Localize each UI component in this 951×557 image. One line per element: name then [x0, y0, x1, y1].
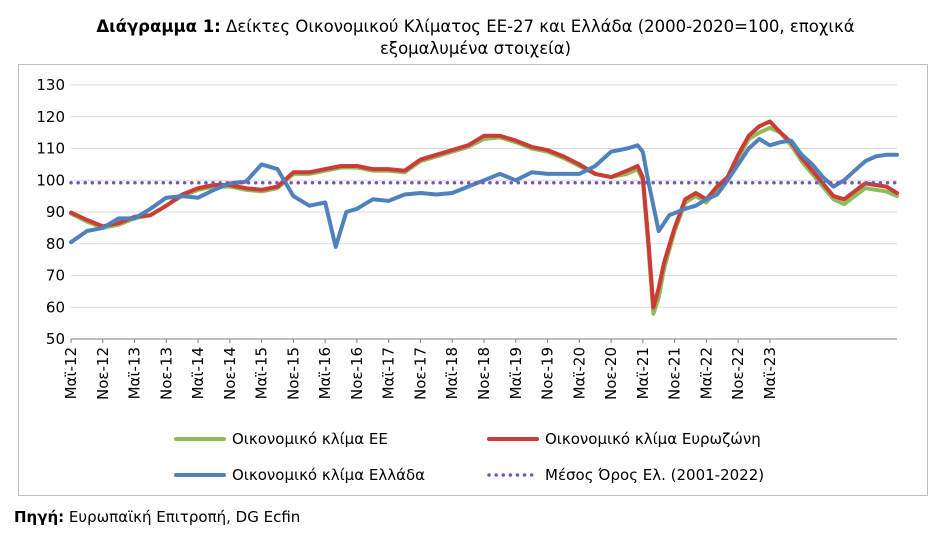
y-tick-label: 70: [46, 267, 65, 285]
legend-item-2: Οικονομικό κλίμα Ευρωζώνη: [487, 430, 761, 448]
x-tick-label: Νοε-22: [729, 347, 747, 400]
chart-title: Διάγραμμα 1: Δείκτες Οικονομικού Κλίματο…: [0, 16, 951, 60]
x-tick-label: Μαϊ-16: [316, 347, 334, 399]
y-tick-label: 110: [36, 140, 65, 158]
x-tick-label: Νοε-13: [157, 347, 175, 400]
x-tick-label: Μαϊ-15: [253, 347, 271, 399]
y-tick-label: 50: [46, 330, 65, 348]
x-tick-label: Νοε-18: [475, 347, 493, 400]
x-tick-label: Μαϊ-19: [507, 347, 525, 399]
x-tick-label: Μαϊ-23: [761, 347, 779, 399]
source-label: Πηγή:: [14, 508, 65, 526]
x-tick-label: Μαϊ-13: [126, 347, 144, 399]
y-tick-label: 120: [36, 108, 65, 126]
x-tick-label: Μαϊ-12: [62, 347, 80, 399]
x-tick-label: Νοε-21: [666, 347, 684, 400]
chart-title-line1: Διάγραμμα 1: Δείκτες Οικονομικού Κλίματο…: [0, 16, 951, 38]
legend-item-4: Μέσος Όρος Ελ. (2001-2022): [487, 466, 764, 484]
x-tick-label: Νοε-12: [94, 347, 112, 400]
x-tick-label: Μαϊ-20: [570, 347, 588, 399]
x-tick-label: Νοε-20: [602, 347, 620, 400]
source-text: Ευρωπαϊκή Επιτροπή, DG Ecfin: [68, 508, 301, 526]
legend-label: Οικονομικό κλίμα Ευρωζώνη: [545, 430, 761, 448]
legend-label: Μέσος Όρος Ελ. (2001-2022): [545, 466, 764, 484]
x-tick-label: Νοε-17: [412, 347, 430, 400]
x-tick-label: Μαϊ-22: [697, 347, 715, 399]
source-note: Πηγή: Ευρωπαϊκή Επιτροπή, DG Ecfin: [14, 508, 300, 526]
x-tick-label: Μαϊ-18: [443, 347, 461, 399]
chart-frame: 50 60 70 80 90 100 110 120 130 Μαϊ-12 Νοε-12 Μαϊ-1…: [18, 64, 928, 496]
legend-label: Οικονομικό κλίμα ΕΕ: [232, 430, 388, 448]
y-tick-label: 90: [46, 203, 65, 221]
x-tick-label: Μαϊ-21: [634, 347, 652, 399]
x-tick-label: Μαϊ-14: [189, 347, 207, 399]
x-tick-label: Μαϊ-17: [380, 347, 398, 399]
y-tick-label: 100: [36, 171, 65, 189]
chart-title-line2: εξομαλυμένα στοιχεία): [379, 39, 572, 58]
y-tick-label: 80: [46, 235, 65, 253]
legend-item-1: Οικονομικό κλίμα ΕΕ: [174, 430, 388, 448]
x-tick-label: Νοε-15: [284, 347, 302, 400]
x-tick-label: Νοε-16: [348, 347, 366, 400]
line-chart: 50 60 70 80 90 100 110 120 130 Μαϊ-12 Νοε-12 Μαϊ-1…: [36, 76, 899, 484]
y-tick-label: 60: [46, 298, 65, 316]
series-line-2: [69, 119, 899, 310]
chart-title-text: Δείκτες Οικονομικού Κλίματος ΕΕ-27 και Ε…: [226, 17, 855, 36]
chart-title-bold: Διάγραμμα 1:: [96, 17, 221, 36]
legend-item-3: Οικονομικό κλίμα Ελλάδα: [174, 466, 425, 484]
y-tick-label: 130: [36, 76, 65, 94]
x-tick-label: Νοε-19: [539, 347, 557, 400]
x-tick-label: Νοε-14: [221, 347, 239, 400]
series-line-1: [69, 125, 899, 316]
legend-label: Οικονομικό κλίμα Ελλάδα: [232, 466, 425, 484]
